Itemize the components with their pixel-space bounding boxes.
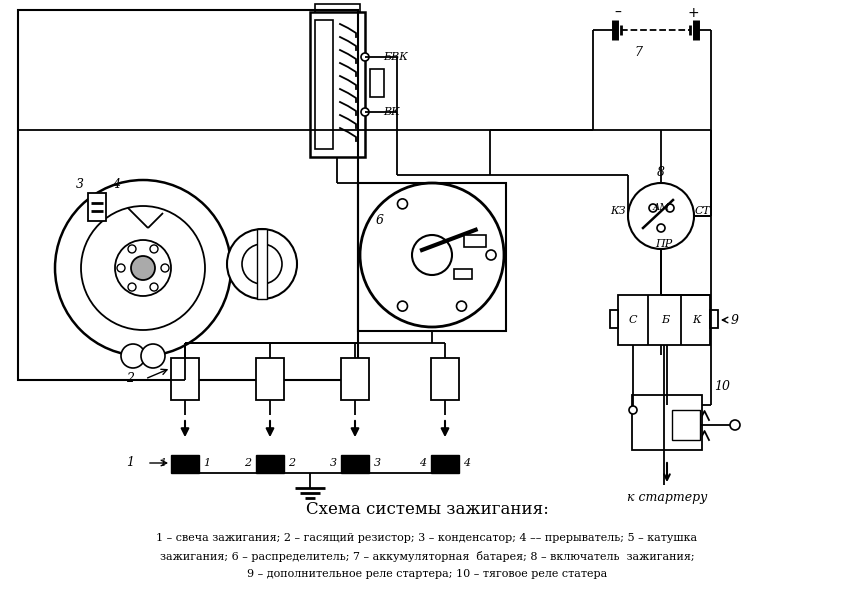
Text: 2: 2 [244,458,252,468]
Text: С: С [628,315,636,325]
Circle shape [150,283,158,291]
Bar [454,268,472,279]
Circle shape [656,224,664,232]
Circle shape [648,204,656,212]
Bar [631,395,701,450]
Text: 3: 3 [329,458,336,468]
Circle shape [121,344,145,368]
Bar [340,358,368,400]
Circle shape [729,420,740,430]
Text: 1: 1 [126,456,134,469]
Circle shape [456,301,466,311]
Bar [315,4,360,12]
Circle shape [150,245,158,253]
Text: КЗ: КЗ [610,206,625,216]
Text: БВК: БВК [382,52,408,62]
Circle shape [117,264,125,272]
Bar [171,455,199,473]
Text: 9: 9 [730,313,738,326]
Circle shape [397,301,407,311]
Bar [618,295,709,345]
Text: –: – [614,6,621,20]
Bar [171,358,199,400]
Text: 4: 4 [419,458,426,468]
Text: 3: 3 [76,178,84,191]
Circle shape [115,240,171,296]
Text: ВК: ВК [382,107,399,117]
Text: 2: 2 [126,373,134,386]
Text: Б: Б [660,315,668,325]
Bar [18,10,357,380]
Text: 8: 8 [656,167,664,180]
Text: зажигания; 6 – распределитель; 7 – аккумуляторная  батарея; 8 – включатель  зажи: зажигания; 6 – распределитель; 7 – аккум… [160,551,693,562]
Text: 4: 4 [112,178,120,191]
Text: +: + [687,6,698,20]
Bar [671,410,699,440]
Circle shape [161,264,169,272]
Circle shape [128,283,136,291]
Circle shape [627,183,693,249]
Bar [709,310,717,328]
Text: 1: 1 [160,458,166,468]
Circle shape [227,229,297,299]
Bar [315,20,333,149]
Bar [340,455,368,473]
Text: 2: 2 [288,458,295,468]
Text: 1 – свеча зажигания; 2 – гасящий резистор; 3 – конденсатор; 4 –– прерыватель; 5 : 1 – свеча зажигания; 2 – гасящий резисто… [156,533,697,543]
Bar [609,310,618,328]
Circle shape [397,199,407,209]
Text: 4: 4 [463,458,470,468]
Circle shape [55,180,230,356]
Text: СТ: СТ [694,206,710,216]
Circle shape [656,400,666,410]
Text: ПР: ПР [654,239,672,249]
Circle shape [361,53,368,61]
Text: 1: 1 [203,458,211,468]
Text: 7: 7 [633,45,641,59]
Bar [88,193,106,221]
Circle shape [411,235,451,275]
Circle shape [361,108,368,116]
Text: к стартеру: к стартеру [626,491,706,505]
Circle shape [665,204,673,212]
Circle shape [360,183,503,327]
Circle shape [81,206,205,330]
Circle shape [485,250,496,260]
Text: К: К [691,315,699,325]
Circle shape [131,256,154,280]
Text: АМ: АМ [652,202,669,211]
Bar [431,455,458,473]
Bar [256,358,284,400]
Bar [431,358,458,400]
Text: 6: 6 [375,213,384,227]
Text: 10: 10 [713,381,729,393]
Bar [369,69,384,97]
Circle shape [241,244,281,284]
Circle shape [141,344,165,368]
Bar [357,183,506,331]
Bar [256,455,284,473]
Circle shape [128,245,136,253]
Bar [310,12,364,157]
Circle shape [629,406,636,414]
Bar [464,235,485,247]
Circle shape [666,400,676,410]
Text: 3: 3 [373,458,380,468]
Text: 9 – дополнительное реле стартера; 10 – тяговое реле статера: 9 – дополнительное реле стартера; 10 – т… [247,569,606,579]
Bar [257,229,267,299]
Text: Схема системы зажигания:: Схема системы зажигания: [305,502,548,519]
